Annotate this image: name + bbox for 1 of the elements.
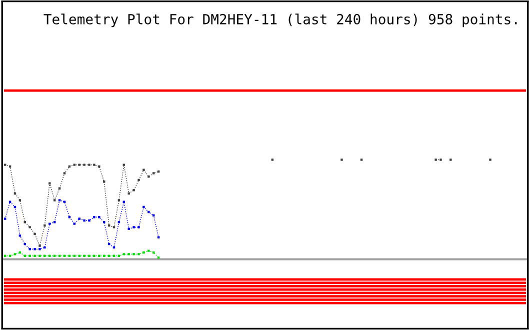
- chart-title: Telemetry Plot For DM2HEY-11 (last 240 hours) 958 points.: [44, 14, 517, 28]
